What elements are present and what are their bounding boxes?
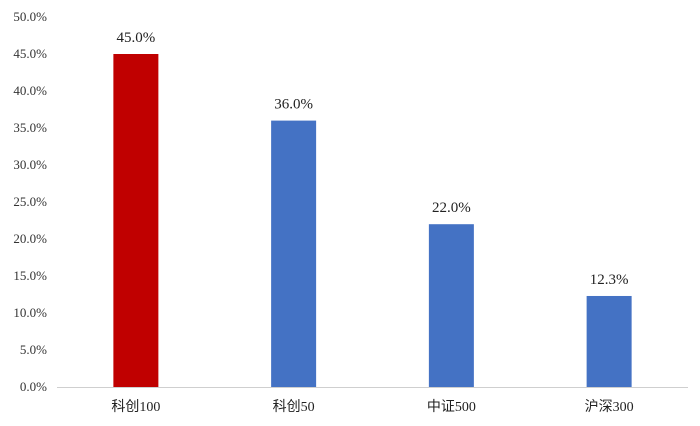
bars-group: [113, 54, 632, 387]
y-tick-label: 20.0%: [13, 231, 47, 246]
data-label: 12.3%: [590, 272, 629, 288]
y-tick-label: 30.0%: [13, 157, 47, 172]
bar-2: [428, 224, 474, 387]
y-tick-label: 50.0%: [13, 9, 47, 24]
bar-0: [113, 54, 159, 387]
y-tick-label: 10.0%: [13, 305, 47, 320]
bar-3: [586, 295, 632, 387]
y-tick-label: 45.0%: [13, 46, 47, 61]
category-labels-group: 科创100 科创50 中证500 沪深300: [111, 399, 633, 415]
y-tick-label: 15.0%: [13, 268, 47, 283]
bar-1: [271, 120, 317, 387]
x-category-label: 沪深300: [585, 399, 634, 415]
data-label: 36.0%: [274, 97, 313, 113]
y-tick-label: 5.0%: [20, 342, 47, 357]
y-axis-ticks: 0.0% 5.0% 10.0% 15.0% 20.0% 25.0% 30.0% 35.0% 40…: [13, 9, 47, 394]
data-labels-group: 45.0% 36.0% 22.0% 12.3%: [117, 30, 629, 288]
data-label: 22.0%: [432, 200, 471, 216]
x-category-label: 科创50: [273, 399, 315, 415]
y-tick-label: 40.0%: [13, 83, 47, 98]
y-tick-label: 25.0%: [13, 194, 47, 209]
x-category-label: 中证500: [427, 399, 476, 415]
y-tick-label: 35.0%: [13, 120, 47, 135]
x-category-label: 科创100: [111, 399, 160, 415]
data-label: 45.0%: [117, 30, 156, 46]
y-tick-label: 0.0%: [20, 379, 47, 394]
